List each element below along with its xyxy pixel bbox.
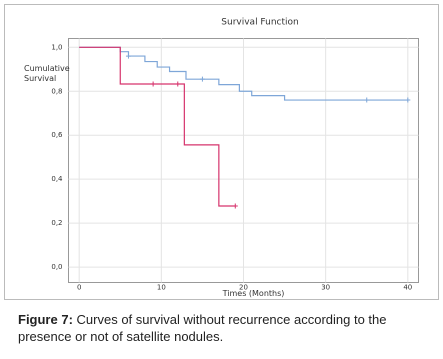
y-tick-label: 0,6 [51,131,63,139]
x-tick-label: 10 [157,284,166,292]
caption: Figure 7: Curves of survival without rec… [18,311,438,345]
censor-mark [405,97,411,103]
caption-text: Curves of survival without recurrence ac… [18,312,387,344]
x-axis-label: Times (Months) [222,289,285,298]
x-tick-label: 0 [77,284,81,292]
x-tick-label: 20 [239,284,248,292]
y-tick-label: 0,4 [51,175,63,183]
survival-curve [79,46,236,207]
y-tick-label: 0,2 [51,219,62,227]
censor-mark [199,76,205,82]
y-tick-label: 1,0 [51,43,62,51]
y-tick-label: 0,8 [51,87,62,95]
x-tick-label: 30 [321,284,330,292]
x-tick-label: 40 [403,284,412,292]
chart: Survival Function 0,0 0,2 0,4 0,6 0,8 1,0 0 10 2… [4,4,439,300]
y-axis-label: Cumulative Survival [24,64,70,83]
censor-mark [125,53,131,59]
censor-mark [232,203,238,209]
censor-mark [150,81,156,87]
censor-mark [364,97,370,103]
chart-title: Survival Function [221,18,298,28]
caption-label: Figure 7: [18,312,73,327]
censor-mark [175,81,181,87]
y-tick-label: 0,0 [51,263,62,271]
